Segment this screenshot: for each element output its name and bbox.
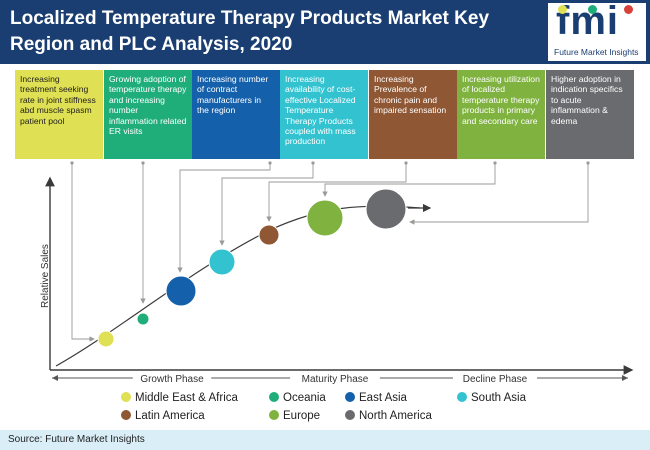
- driver-box-6: Increasing utilization of localized temp…: [457, 70, 545, 159]
- driver-box-7: Higher adoption in indication specifics …: [546, 70, 634, 159]
- phase-label-bg: [452, 371, 538, 385]
- phase-labels: Growth Phase Maturity Phase Decline Phase: [132, 371, 538, 385]
- legend-swatch: [269, 410, 279, 420]
- legend-swatch: [121, 392, 131, 402]
- phase-label-bg: [290, 371, 380, 385]
- phase-label-bg: [132, 371, 212, 385]
- driver-box-1: Increasing treatment seeking rate in joi…: [15, 70, 103, 159]
- connector-dot-2: [141, 161, 145, 165]
- phase-axis-left-arrow: [52, 375, 58, 381]
- connector-dot-6: [493, 161, 497, 165]
- connector-dot-7: [586, 161, 590, 165]
- bubble-europe: [306, 199, 344, 237]
- logo-dot-green: [588, 5, 597, 14]
- driver-box-2: Growing adoption of temperature therapy …: [104, 70, 192, 159]
- legend-swatch: [345, 410, 355, 420]
- logo-tagline: Future Market Insights: [554, 47, 639, 57]
- connector-7: [409, 163, 589, 225]
- phase-label-2: Maturity Phase: [302, 374, 369, 385]
- logo-dot-yellow: [558, 5, 567, 14]
- driver-box-5: Increasing Prevalence of chronic pain an…: [369, 70, 457, 159]
- connector-dot-4: [311, 161, 315, 165]
- source-note: Source: Future Market Insights: [8, 434, 145, 445]
- page-title: Localized Temperature Therapy Products M…: [10, 8, 490, 55]
- driver-box-4: Increasing availability of cost-effectiv…: [280, 70, 368, 159]
- legend-label: Oceania: [283, 392, 326, 404]
- connector-3: [177, 163, 271, 273]
- legend-label: North America: [359, 410, 432, 422]
- footer-bar: [0, 430, 650, 450]
- connector-4: [219, 163, 314, 246]
- bubble-oceania: [136, 312, 150, 326]
- legend-swatch: [269, 392, 279, 402]
- legend-swatch: [345, 392, 355, 402]
- legend-swatch: [121, 410, 131, 420]
- legend-label: East Asia: [359, 392, 408, 404]
- region-bubbles: [97, 188, 407, 348]
- connector-lines: [70, 161, 590, 342]
- phase-label-1: Growth Phase: [140, 374, 204, 385]
- connector-5: [266, 163, 407, 222]
- phase-axis-right-arrow: [622, 375, 628, 381]
- logo-dot-red: [624, 5, 633, 14]
- connector-6: [322, 163, 496, 197]
- bubble-north-america: [365, 188, 407, 230]
- legend-label: Latin America: [135, 410, 205, 422]
- bubble-middle-east-africa: [97, 330, 115, 348]
- legend: Middle East & Africa Oceania East Asia Sout…: [121, 392, 527, 422]
- bubble-latin-america: [258, 224, 280, 246]
- y-axis-label: Relative Sales: [40, 244, 51, 308]
- phase-label-3: Decline Phase: [463, 374, 528, 385]
- header-bar: [0, 0, 650, 64]
- legend-label: Europe: [283, 410, 320, 422]
- bubble-south-asia: [208, 248, 236, 276]
- driver-box-3: Increasing number of contract manufactur…: [192, 70, 280, 159]
- legend-label: South Asia: [471, 392, 527, 404]
- legend-swatch: [457, 392, 467, 402]
- company-logo: fmi Future Market Insights: [548, 0, 646, 61]
- bubble-east-asia: [165, 275, 197, 307]
- plc-chart: Relative Sales Growth Phase Maturity Phas…: [40, 161, 634, 422]
- connector-dot-3: [268, 161, 272, 165]
- legend-label: Middle East & Africa: [135, 392, 239, 404]
- connector-dot-5: [404, 161, 408, 165]
- connector-1: [71, 163, 95, 342]
- connector-dot-1: [70, 161, 74, 165]
